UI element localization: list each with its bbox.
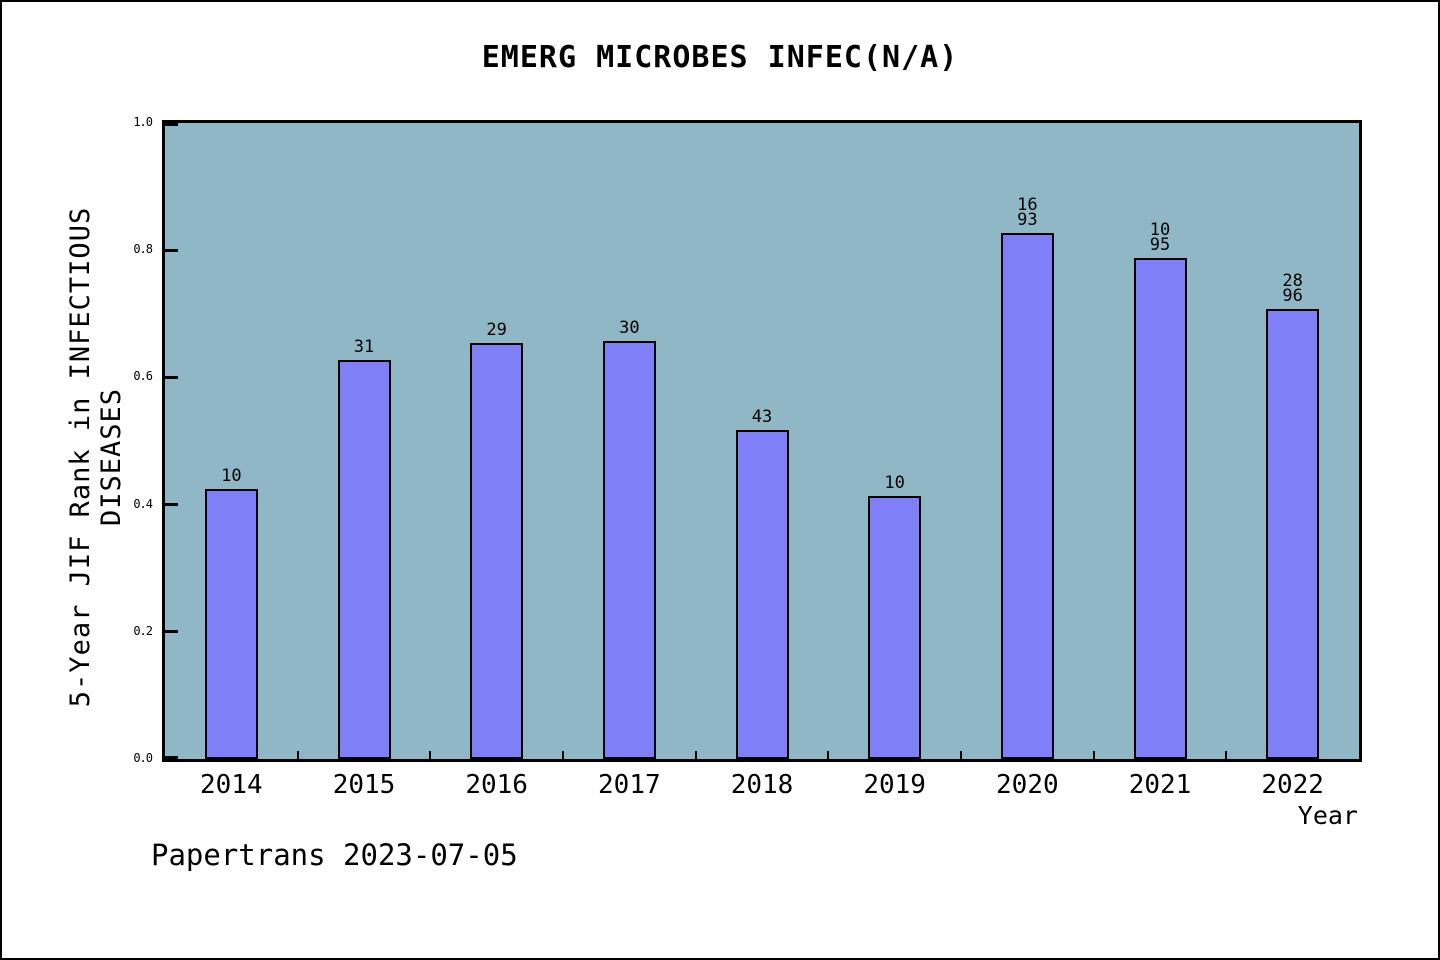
x-tick-label-2020: 2020 xyxy=(996,770,1059,800)
bar-2021 xyxy=(1133,257,1187,759)
bar-value-label-2018: 43 xyxy=(751,407,773,428)
x-axis-tick xyxy=(1225,751,1228,759)
y-tick-label-0.8: 0.8 xyxy=(133,242,153,257)
x-tick-label-2022: 2022 xyxy=(1261,770,1324,800)
x-tick-label-2021: 2021 xyxy=(1128,770,1192,800)
bar-2022 xyxy=(1266,309,1320,759)
x-tick-label-2017: 2017 xyxy=(598,770,661,800)
bar-value-label-2022: 28 96 xyxy=(1282,271,1303,307)
x-axis-tick xyxy=(296,751,299,759)
bar-value-label-2020: 16 93 xyxy=(1017,195,1038,231)
y-tick-label-0.4: 0.4 xyxy=(133,496,153,511)
chart-title: EMERG MICROBES INFEC(N/A) xyxy=(481,40,959,75)
y-axis-tick xyxy=(165,375,178,379)
x-axis-tick xyxy=(429,751,432,759)
y-tick-label-0.0: 0.0 xyxy=(133,751,153,765)
x-axis-tick xyxy=(960,751,962,759)
x-axis-label: Year xyxy=(1297,801,1358,830)
plot-area: 10 31 29 30 43 10 16 93 10 95 28 96 xyxy=(162,120,1362,762)
x-axis-tick xyxy=(562,751,564,759)
y-tick-label-0.6: 0.6 xyxy=(133,369,153,384)
bar-value-label-2016: 29 xyxy=(486,320,507,341)
x-axis-tick xyxy=(694,751,697,759)
bar-2014 xyxy=(204,489,258,759)
y-axis-tick xyxy=(165,756,178,759)
bar-value-label-2017: 30 xyxy=(619,318,640,339)
bar-2016 xyxy=(470,343,524,759)
x-axis-tick xyxy=(1092,751,1095,759)
bar-2019 xyxy=(868,495,922,759)
x-tick-label-2015: 2015 xyxy=(332,770,396,800)
x-tick-label-2014: 2014 xyxy=(200,770,263,800)
y-axis-tick xyxy=(165,503,178,507)
bar-value-label-2019: 10 xyxy=(884,472,905,493)
bar-value-label-2015: 31 xyxy=(353,337,375,358)
bar-2020 xyxy=(1000,233,1054,759)
bar-value-label-2021: 10 95 xyxy=(1149,219,1171,255)
y-axis-label: 5-Year JIF Rank in INFECTIOUS DISEASES xyxy=(65,206,127,708)
bar-2017 xyxy=(602,341,656,759)
x-tick-label-2016: 2016 xyxy=(465,770,528,800)
footer-text: Papertrans 2023-07-05 xyxy=(151,838,518,872)
y-axis-tick xyxy=(165,248,178,252)
x-axis-tick xyxy=(827,751,830,759)
x-tick-label-2018: 2018 xyxy=(730,770,794,800)
y-axis-tick xyxy=(165,630,178,634)
y-tick-label-1.0: 1.0 xyxy=(133,115,153,129)
y-axis-tick xyxy=(165,123,178,126)
x-tick-label-2019: 2019 xyxy=(863,770,926,800)
y-tick-label-0.2: 0.2 xyxy=(133,623,153,638)
bar-2018 xyxy=(735,430,789,759)
bar-2015 xyxy=(337,360,391,759)
bar-value-label-2014: 10 xyxy=(221,466,242,487)
